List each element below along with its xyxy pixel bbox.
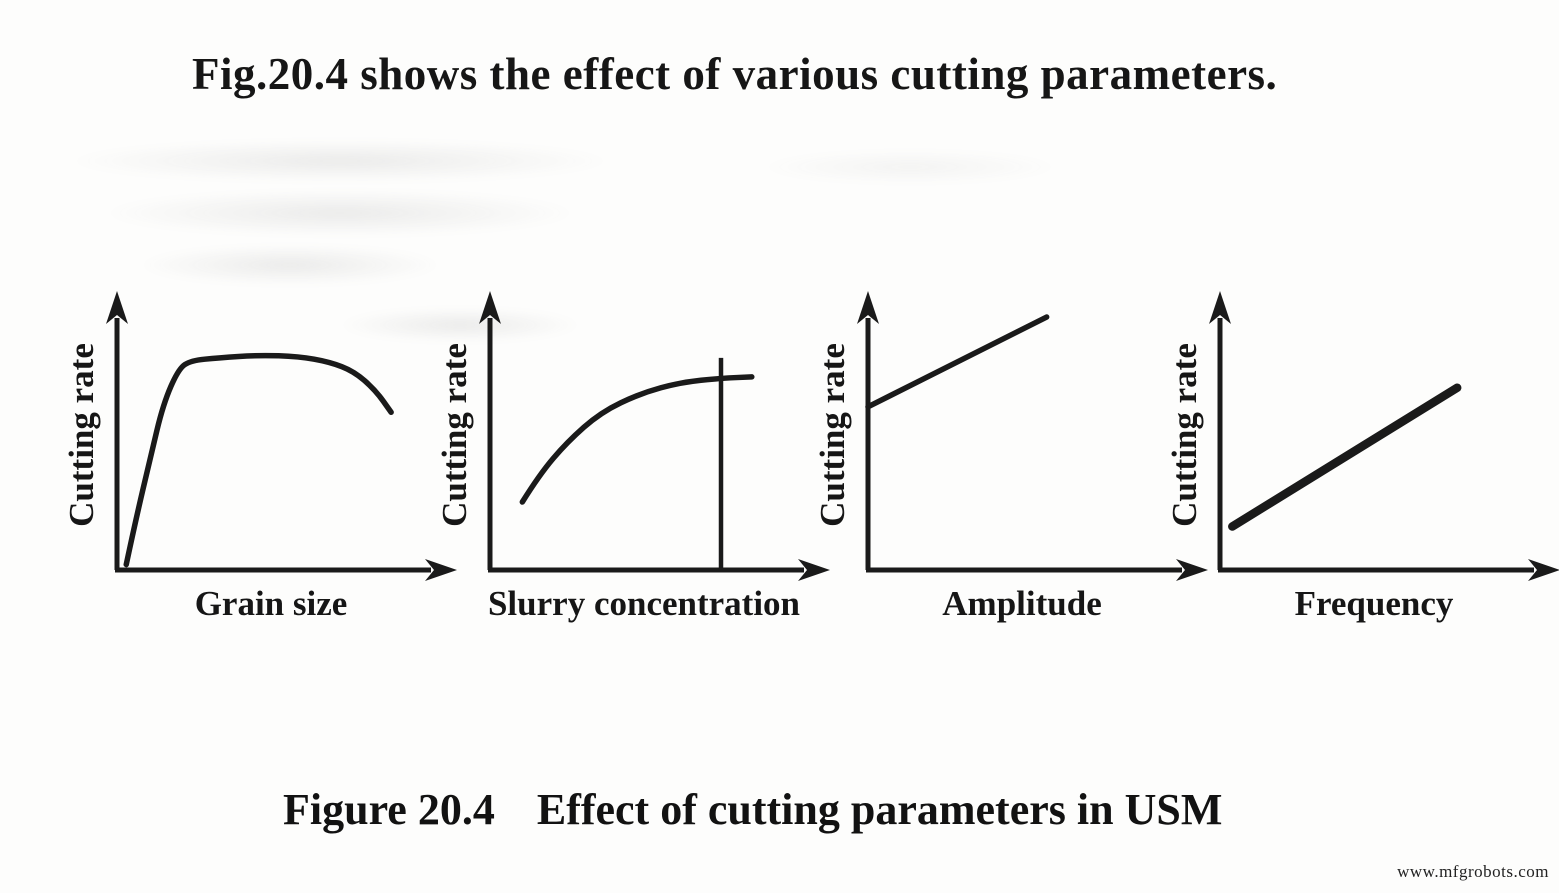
chart-frequency: Cutting rate Frequency (1165, 288, 1559, 638)
y-axis-arrowhead-icon (857, 291, 879, 324)
chart-canvas (106, 291, 457, 581)
chart-canvas (1209, 291, 1559, 581)
y-axis-label: Cutting rate (1165, 343, 1204, 527)
x-axis-label: Amplitude (942, 584, 1102, 623)
x-axis-arrowhead-icon (1528, 559, 1559, 581)
y-axis-arrowhead-icon (479, 291, 501, 324)
scan-artifact (105, 190, 575, 236)
y-axis-label: Cutting rate (435, 343, 474, 527)
x-axis-label: Grain size (194, 584, 348, 623)
curve (123, 352, 394, 568)
y-axis-label: Cutting rate (62, 343, 101, 527)
x-axis-arrowhead-icon (1176, 559, 1208, 581)
chart-amplitude: Cutting rate Amplitude (813, 288, 1224, 638)
figure-caption-number: Figure 20.4 (283, 785, 495, 834)
curve (1228, 383, 1462, 531)
x-axis-arrowhead-icon (425, 559, 457, 581)
y-axis-label: Cutting rate (813, 343, 852, 527)
curve (865, 314, 1050, 410)
figure-caption-text: Effect of cutting parameters in USM (536, 785, 1223, 834)
figure-caption: Figure 20.4 Effect of cutting parameters … (283, 784, 1222, 835)
x-axis-label: Frequency (1294, 584, 1454, 623)
chart-canvas (479, 291, 830, 581)
y-axis-arrowhead-icon (1209, 291, 1231, 324)
chart-slurry-concentration: Cutting rate Slurry concentration (435, 288, 846, 638)
x-axis-label: Slurry concentration (487, 584, 801, 623)
y-axis-arrowhead-icon (106, 291, 128, 324)
chart-grain-size: Cutting rate Grain size (62, 288, 473, 638)
chart-canvas (857, 291, 1208, 581)
watermark-text: www.mfgrobots.com (1397, 862, 1549, 881)
curve (519, 374, 755, 505)
figure-intro-text: Fig.20.4 shows the effect of various cut… (192, 49, 1278, 99)
scan-artifact (760, 150, 1060, 184)
scan-artifact (70, 140, 610, 182)
x-axis-arrowhead-icon (798, 559, 830, 581)
scan-artifact (140, 245, 440, 285)
